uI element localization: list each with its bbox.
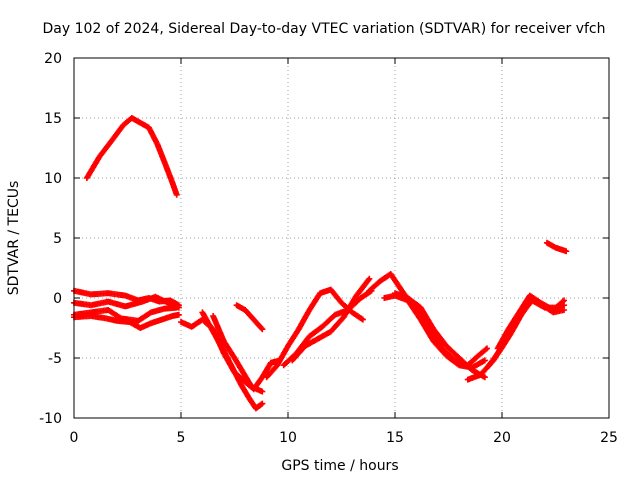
y-tick-label: 20 <box>44 51 62 67</box>
series-sat-h <box>199 309 266 412</box>
x-tick-label: 20 <box>493 430 511 446</box>
data-point <box>173 191 180 198</box>
y-tick-label: 0 <box>53 291 62 307</box>
data-point <box>561 307 568 313</box>
data-point <box>481 357 488 364</box>
series-sat-f <box>71 311 182 331</box>
data-point <box>359 316 366 323</box>
data-point <box>175 311 182 318</box>
y-tick-label: -10 <box>39 411 62 427</box>
axis-ticks: 0 5 10 15 20 25 -10 -5 0 5 10 15 20 <box>39 51 618 446</box>
x-tick-label: 0 <box>70 430 79 446</box>
data-point <box>563 248 570 255</box>
y-tick-label: -5 <box>48 351 62 367</box>
series-sat-s <box>494 292 568 352</box>
y-tick-label: 10 <box>44 171 62 187</box>
data-point <box>484 345 491 352</box>
series-sat-m <box>289 275 373 364</box>
series-sat-a <box>83 115 180 198</box>
data-point <box>481 374 488 381</box>
data-point <box>366 275 373 282</box>
x-tick-label: 15 <box>386 430 404 446</box>
series-sat-b <box>543 239 570 255</box>
data-point <box>259 388 266 395</box>
x-tick-label: 25 <box>600 430 618 446</box>
x-axis-title: GPS time / hours <box>281 458 398 474</box>
y-tick-label: 5 <box>53 231 62 247</box>
y-axis-title: SDTVAR / TECUs <box>6 181 22 296</box>
data-points <box>71 115 570 412</box>
data-point <box>358 315 365 322</box>
x-tick-label: 5 <box>177 430 186 446</box>
chart-title: Day 102 of 2024, Sidereal Day-to-day VTE… <box>42 21 605 37</box>
series-sat-j <box>233 302 266 333</box>
x-tick-label: 10 <box>279 430 297 446</box>
data-point <box>173 304 180 311</box>
data-point <box>559 298 566 305</box>
series-sat-i <box>210 313 266 395</box>
y-tick-label: 15 <box>44 111 62 127</box>
data-point <box>259 400 266 407</box>
data-point <box>258 325 265 332</box>
data-point <box>561 297 568 304</box>
data-point <box>259 326 266 333</box>
